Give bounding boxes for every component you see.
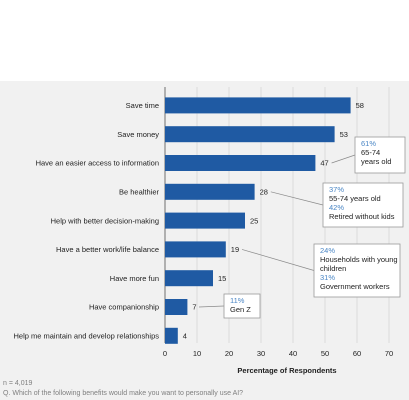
value-label: 58 bbox=[356, 101, 364, 110]
annotation-label: 65-74 years old bbox=[361, 148, 391, 166]
bar bbox=[165, 299, 188, 315]
x-tick-label: 0 bbox=[163, 349, 167, 358]
annotation-label: Government workers bbox=[320, 282, 390, 291]
category-label: Have an easier access to information bbox=[36, 159, 159, 168]
annotation-label: Households with young children bbox=[320, 255, 398, 273]
annotation-label: Gen Z bbox=[230, 305, 251, 314]
annotation-percent: 11% bbox=[230, 296, 245, 305]
category-label: Help me maintain and develop relationshi… bbox=[13, 332, 159, 341]
value-label: 15 bbox=[218, 274, 226, 283]
category-label: Have a better work/life balance bbox=[56, 245, 159, 254]
annotation-percent: 61% bbox=[361, 139, 376, 148]
x-tick-label: 60 bbox=[353, 349, 361, 358]
annotation-label: 55-74 years old bbox=[329, 194, 381, 203]
bar bbox=[165, 327, 178, 344]
annotation-box bbox=[354, 136, 406, 174]
category-label: Help with better decision-making bbox=[51, 216, 159, 225]
x-tick-label: 40 bbox=[289, 349, 297, 358]
bar bbox=[165, 212, 245, 229]
annotation-box bbox=[223, 293, 261, 319]
x-tick-label: 10 bbox=[193, 349, 201, 358]
value-label: 4 bbox=[183, 332, 187, 341]
category-label: Save money bbox=[117, 130, 159, 139]
value-label: 25 bbox=[250, 216, 258, 225]
annotation-percent: 42% bbox=[329, 203, 344, 212]
category-label: Have companionship bbox=[89, 303, 159, 312]
bar bbox=[165, 270, 213, 287]
annotation-box bbox=[322, 182, 404, 228]
category-label: Have more fun bbox=[110, 274, 159, 283]
annotation-label: Retired without kids bbox=[329, 212, 395, 221]
bar bbox=[165, 126, 335, 143]
annotation-percent: 31% bbox=[320, 273, 335, 282]
bar bbox=[165, 97, 351, 114]
bar bbox=[165, 183, 255, 200]
category-label: Save time bbox=[126, 101, 159, 110]
x-axis-title: Percentage of Respondents bbox=[237, 366, 336, 375]
callout-connector bbox=[331, 154, 356, 164]
x-tick-label: 70 bbox=[385, 349, 393, 358]
value-label: 19 bbox=[231, 245, 239, 254]
annotation-percent: 24% bbox=[320, 246, 335, 255]
bar bbox=[165, 241, 226, 258]
value-label: 53 bbox=[340, 130, 348, 139]
x-tick-label: 30 bbox=[257, 349, 265, 358]
footnote-question: Q. Which of the following benefits would… bbox=[3, 390, 243, 397]
footnote-sample-size: n = 4,019 bbox=[3, 380, 32, 387]
bar bbox=[165, 155, 316, 171]
callout-connector bbox=[241, 249, 315, 271]
value-label: 7 bbox=[192, 303, 196, 312]
value-label: 28 bbox=[260, 188, 268, 197]
category-label: Be healthier bbox=[119, 188, 160, 197]
callout-connector bbox=[198, 305, 225, 308]
value-label: 47 bbox=[320, 159, 328, 168]
x-tick-label: 20 bbox=[225, 349, 233, 358]
x-tick-label: 50 bbox=[321, 349, 329, 358]
annotation-box bbox=[313, 243, 401, 298]
annotation-percent: 37% bbox=[329, 185, 344, 194]
callout-connector bbox=[270, 191, 324, 206]
